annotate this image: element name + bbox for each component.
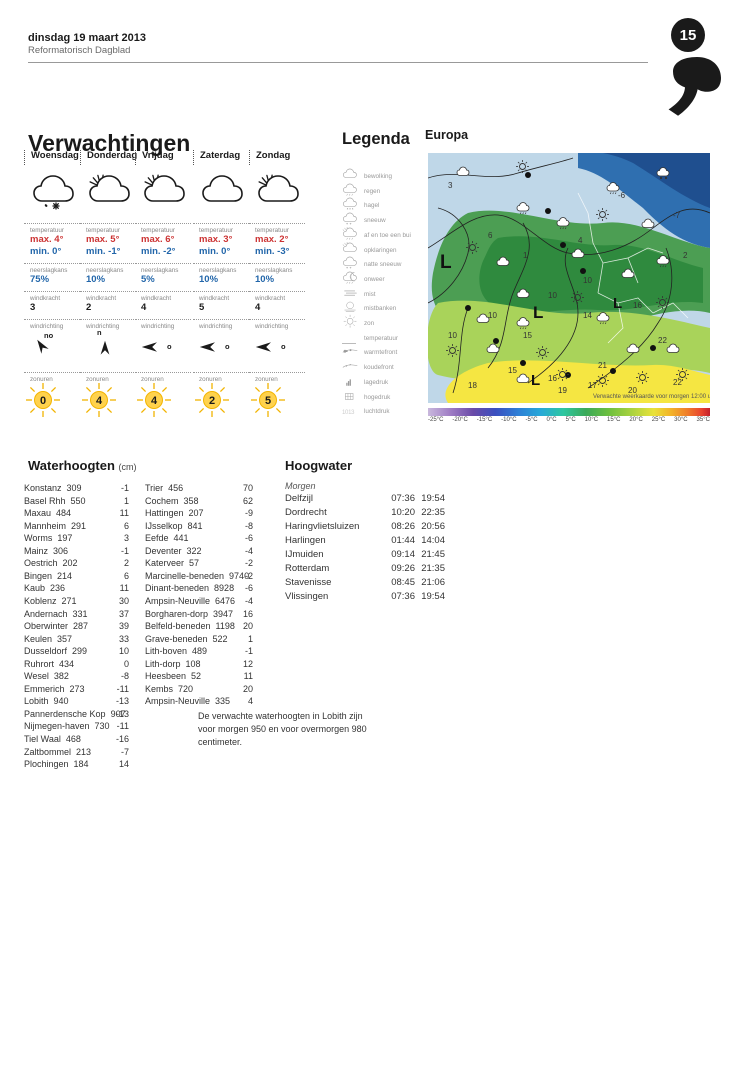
svg-text:5: 5 (265, 395, 271, 407)
svg-text:4: 4 (151, 395, 158, 407)
svg-text:0: 0 (40, 395, 46, 407)
svg-text:4: 4 (96, 395, 103, 407)
svg-text:2: 2 (209, 395, 215, 407)
